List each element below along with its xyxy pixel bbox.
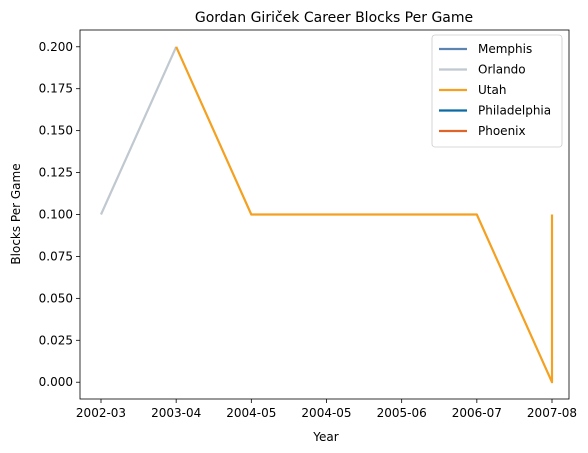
- legend: Memphis Orlando Utah Philadelphia Phoenix: [431, 34, 563, 148]
- series-lines: [99, 46, 554, 384]
- y-tick-label: 0.025: [39, 333, 73, 347]
- x-tick-label: 2005-06: [377, 406, 427, 420]
- y-axis-label: Blocks Per Game: [9, 163, 23, 264]
- y-tick-label: 0.125: [39, 166, 73, 180]
- y-tick-label: 0.175: [39, 82, 73, 96]
- series-line-orlando: [99, 46, 178, 215]
- y-tick-label: 0.000: [39, 375, 73, 389]
- legend-label-philadelphia: Philadelphia: [478, 104, 551, 118]
- x-tick-label: 2002-03: [76, 406, 126, 420]
- x-tick-label: 2007-08: [527, 406, 577, 420]
- series-line-utah: [175, 46, 554, 384]
- legend-frame: [431, 34, 563, 148]
- chart-title: Gordan Giriček Career Blocks Per Game: [195, 10, 473, 26]
- y-tick-label: 0.075: [39, 249, 73, 263]
- x-tick-label: 2003-04: [151, 406, 201, 420]
- legend-label-phoenix: Phoenix: [478, 124, 526, 138]
- legend-label-orlando: Orlando: [478, 63, 526, 77]
- x-axis-label: Year: [312, 430, 338, 444]
- y-axis: 0.000 0.025 0.050 0.075 0.100 0.125 0.150 0.175…: [39, 40, 80, 389]
- legend-label-utah: Utah: [478, 83, 506, 97]
- y-tick-label: 0.100: [39, 208, 73, 222]
- x-tick-label: 2006-07: [452, 406, 502, 420]
- x-tick-label: 2004-05: [301, 406, 351, 420]
- legend-label-memphis: Memphis: [478, 42, 532, 56]
- y-tick-label: 0.050: [39, 291, 73, 305]
- y-tick-label: 0.150: [39, 124, 73, 138]
- y-tick-label: 0.200: [39, 40, 73, 54]
- x-tick-label: 2004-05: [226, 406, 276, 420]
- x-axis: 2002-03 2003-04 2004-05 2004-05 2005-06 2006-…: [76, 399, 577, 420]
